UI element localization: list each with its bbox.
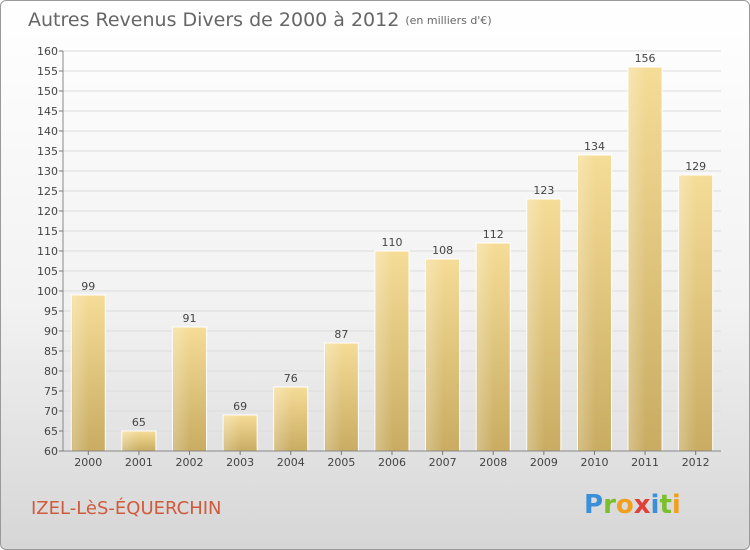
x-tick-label: 2008 — [479, 456, 507, 469]
bar-highlight — [122, 432, 140, 451]
y-axis: 60 65 70 75 80 85 90 95 100 105 110 115 120 125 130 135… — [37, 45, 64, 458]
data-label: 87 — [334, 328, 348, 341]
y-tick-label: 135 — [37, 145, 58, 158]
data-label: 69 — [233, 400, 247, 413]
y-tick-label: 90 — [44, 325, 58, 338]
y-tick-label: 120 — [37, 205, 58, 218]
x-tick-label: 2011 — [631, 456, 659, 469]
x-tick-label: 2010 — [580, 456, 608, 469]
y-tick-label: 60 — [44, 445, 58, 458]
data-label: 123 — [533, 184, 554, 197]
x-tick-label: 2004 — [277, 456, 305, 469]
bar-highlight — [679, 176, 697, 451]
chart-title: Autres Revenus Divers de 2000 à 2012 (en … — [28, 9, 492, 31]
bar-highlight — [376, 252, 393, 451]
bar-highlight — [426, 260, 444, 451]
x-tick-label: 2006 — [378, 456, 406, 469]
y-tick-label: 70 — [44, 405, 58, 418]
bar-highlight — [325, 344, 343, 451]
data-label: 112 — [483, 228, 504, 241]
y-tick-label: 95 — [44, 305, 58, 318]
data-label: 99 — [81, 280, 95, 293]
x-tick-label: 2001 — [125, 456, 153, 469]
y-tick-label: 150 — [37, 85, 58, 98]
bar-highlight — [629, 68, 647, 451]
x-axis: 2000 2001 2002 2003 2004 2005 2006 2007 2008 2009… — [63, 450, 721, 469]
data-label: 76 — [284, 372, 298, 385]
data-label: 134 — [584, 140, 605, 153]
x-tick-label: 2003 — [226, 456, 254, 469]
y-tick-label: 155 — [37, 65, 58, 78]
logo-letter: P — [584, 490, 604, 520]
chart-subtitle: (en milliers d'€) — [405, 14, 492, 27]
y-tick-label: 65 — [44, 425, 58, 438]
bar-highlight — [477, 244, 495, 451]
x-tick-label: 2007 — [429, 456, 457, 469]
y-tick-label: 130 — [37, 165, 58, 178]
y-tick-label: 140 — [37, 125, 58, 138]
logo-letter: i — [650, 490, 660, 520]
y-tick-label: 145 — [37, 105, 58, 118]
y-tick-label: 160 — [37, 45, 58, 58]
x-tick-label: 2009 — [530, 456, 558, 469]
logo-letter: x — [633, 490, 651, 520]
bars: 99 65 91 69 76 87 110 108 112 123 134 156 129 — [70, 52, 714, 452]
data-label: 108 — [432, 244, 453, 257]
bar-highlight — [527, 200, 545, 451]
y-tick-label: 105 — [37, 265, 58, 278]
y-tick-label: 100 — [37, 285, 58, 298]
x-tick-label: 2012 — [682, 456, 710, 469]
proxiti-logo[interactable]: Proxiti — [584, 490, 681, 520]
data-label: 156 — [635, 52, 656, 65]
data-label: 65 — [132, 416, 146, 429]
logo-letter: t — [659, 490, 672, 520]
logo-letter: r — [603, 490, 616, 520]
bar-highlight — [224, 416, 242, 451]
x-tick-label: 2002 — [176, 456, 204, 469]
x-tick-label: 2005 — [327, 456, 355, 469]
logo-letter: o — [615, 490, 634, 520]
data-label: 110 — [382, 236, 403, 249]
y-tick-label: 125 — [37, 185, 58, 198]
logo-letter: i — [671, 490, 681, 520]
title-text: Autres Revenus Divers de 2000 à 2012 — [28, 9, 400, 31]
y-tick-label: 75 — [44, 385, 58, 398]
bar-highlight — [578, 156, 596, 451]
bar-highlight — [72, 296, 90, 451]
bar-highlight — [173, 328, 191, 451]
data-label: 129 — [685, 160, 706, 173]
y-tick-label: 110 — [37, 245, 58, 258]
bar-highlight — [274, 388, 292, 451]
y-tick-label: 80 — [44, 365, 58, 378]
x-tick-label: 2000 — [74, 456, 102, 469]
data-label: 91 — [183, 312, 197, 325]
y-tick-label: 115 — [37, 225, 58, 238]
city-name: IZEL-LèS-ÉQUERCHIN — [31, 498, 222, 519]
y-tick-label: 85 — [44, 345, 58, 358]
